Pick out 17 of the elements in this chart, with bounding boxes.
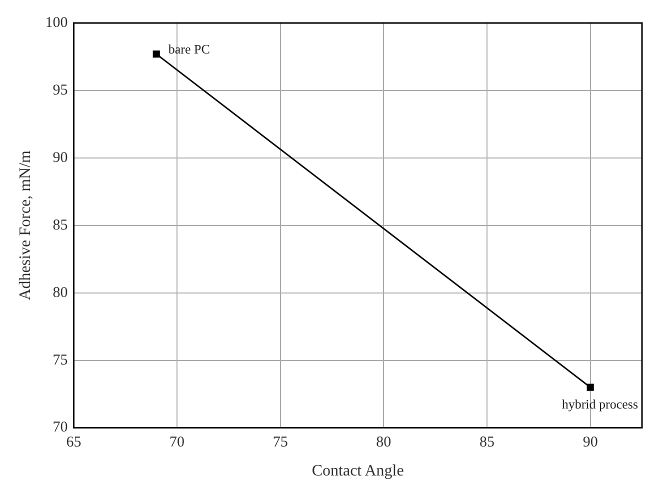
- annotation: hybrid process: [562, 396, 638, 412]
- y-tick-label: 70: [52, 420, 68, 436]
- y-tick-label: 90: [52, 150, 68, 166]
- y-tick-label: 80: [52, 284, 68, 301]
- x-axis-title: Contact Angle: [312, 462, 404, 480]
- x-tick-label: 90: [582, 434, 598, 451]
- x-tick-label: 80: [376, 434, 392, 451]
- x-tick-label: 70: [170, 434, 185, 451]
- x-tick-label: 75: [272, 434, 288, 451]
- y-tick-label: 75: [52, 352, 68, 368]
- y-axis-title: Adhesive Force, mN/m: [16, 150, 34, 300]
- y-tick-label: 95: [52, 82, 68, 98]
- y-tick-label: 100: [45, 14, 68, 31]
- x-tick-label: 65: [66, 434, 82, 451]
- y-tick-label: 85: [52, 217, 68, 234]
- annotation: bare PC: [168, 41, 210, 56]
- x-tick-label: 85: [480, 434, 495, 451]
